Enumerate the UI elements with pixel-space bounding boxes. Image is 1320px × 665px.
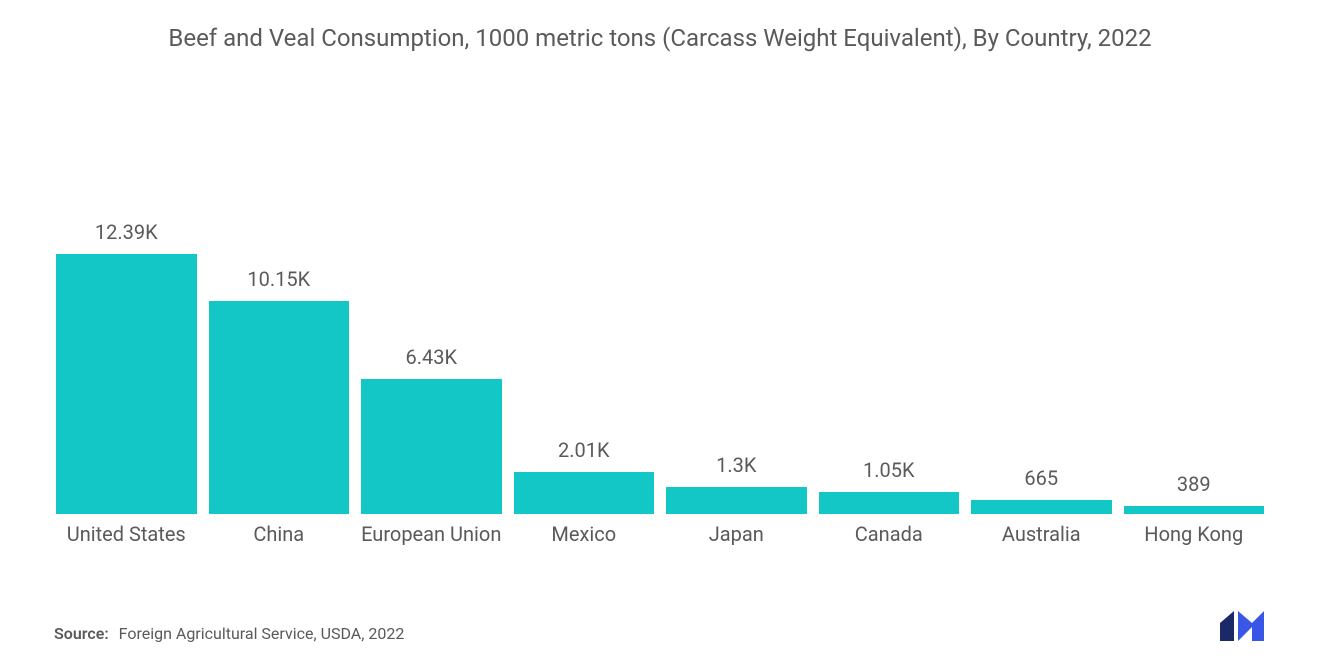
bar [514, 472, 655, 514]
plot-area: 12.39K 10.15K 6.43K 2.01K 1.3K 1.05K 665 389 [40, 94, 1280, 514]
bar-value-label: 6.43K [405, 345, 457, 369]
chart-footer: Source: Foreign Agricultural Service, US… [54, 609, 1266, 643]
bar-value-label: 10.15K [247, 267, 310, 291]
bar-value-label: 12.39K [95, 220, 158, 244]
x-axis-label: Canada [819, 522, 960, 547]
bar [666, 487, 807, 514]
x-axis-label: Australia [971, 522, 1112, 547]
source-citation: Source: Foreign Agricultural Service, US… [54, 624, 404, 643]
chart-title: Beef and Veal Consumption, 1000 metric t… [40, 0, 1280, 64]
bar-group: 12.39K [56, 94, 197, 514]
bar-group: 6.43K [361, 94, 502, 514]
x-axis-label: Mexico [514, 522, 655, 547]
bar [1124, 506, 1265, 514]
bar-value-label: 1.05K [863, 458, 915, 482]
bar-group: 389 [1124, 94, 1265, 514]
bar [819, 492, 960, 514]
bar-group: 10.15K [209, 94, 350, 514]
bar-value-label: 665 [1024, 466, 1058, 490]
bar [971, 500, 1112, 514]
bar-group: 2.01K [514, 94, 655, 514]
x-axis-label: European Union [361, 522, 502, 547]
x-axis-label: Japan [666, 522, 807, 547]
bar-group: 1.05K [819, 94, 960, 514]
bar-value-label: 1.3K [716, 453, 756, 477]
bar [56, 254, 197, 514]
source-text: Foreign Agricultural Service, USDA, 2022 [119, 624, 405, 643]
bar [361, 379, 502, 514]
bar-group: 1.3K [666, 94, 807, 514]
source-label: Source: [54, 624, 109, 643]
x-axis-labels: United States China European Union Mexico Ja… [40, 522, 1280, 547]
x-axis-label: China [209, 522, 350, 547]
bar-group: 665 [971, 94, 1112, 514]
bar [209, 301, 350, 514]
bar-value-label: 2.01K [558, 438, 610, 462]
bar-value-label: 389 [1177, 472, 1211, 496]
chart-container: Beef and Veal Consumption, 1000 metric t… [0, 0, 1320, 665]
x-axis-label: United States [56, 522, 197, 547]
x-axis-label: Hong Kong [1124, 522, 1265, 547]
brand-logo-icon [1218, 609, 1266, 643]
